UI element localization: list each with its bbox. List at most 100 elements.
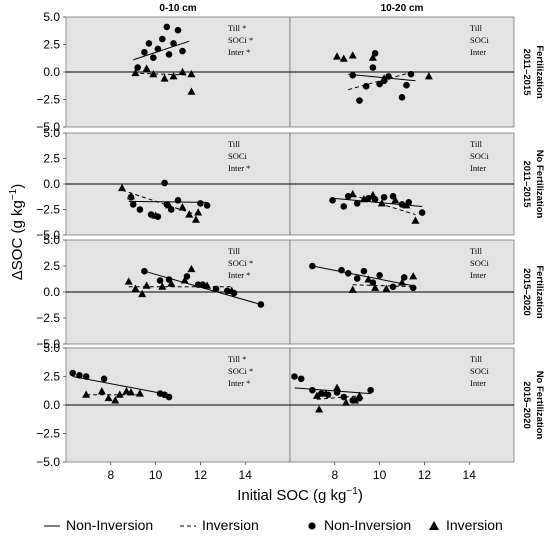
inversion-point	[187, 87, 196, 95]
significance-label: Till	[228, 246, 241, 256]
panel: Till SOCi Inter	[289, 132, 515, 236]
noninversion-point	[338, 266, 345, 274]
significance-label: SOCi	[470, 258, 490, 268]
inversion-point	[368, 53, 377, 61]
noninversion-point	[353, 200, 361, 207]
significance-label: SOCi	[470, 151, 490, 161]
significance-label: Inter *	[228, 270, 250, 280]
x-tick-label: 8	[107, 468, 114, 482]
noninversion-point	[297, 375, 305, 383]
noninversion-point	[409, 284, 417, 292]
panel: Till SOCi Inter	[289, 239, 515, 345]
y-tick-label: 5.0	[43, 233, 60, 247]
legend-label-noninversion-point: Non-Inversion	[324, 517, 411, 533]
inversion-point	[158, 282, 167, 290]
inversion-point	[180, 276, 189, 284]
inversion-fit-line	[121, 189, 197, 216]
x-axis-label-end: )	[358, 487, 363, 504]
noninversion-point	[129, 201, 137, 208]
legend-label-inversion-line: Inversion	[202, 517, 259, 533]
row-label-period: 2015–2020	[521, 381, 532, 429]
significance-label: SOCi	[470, 366, 490, 376]
noninversion-point	[344, 192, 352, 200]
y-tick-label: −2.5	[36, 93, 60, 107]
noninversion-point	[356, 97, 363, 104]
y-tick-label: 5.0	[43, 10, 60, 24]
inversion-fit-line	[316, 395, 360, 400]
noninversion-point	[407, 70, 415, 78]
significance-label: SOCi	[470, 35, 490, 45]
significance-label: SOCi *	[228, 258, 253, 268]
inversion-point	[149, 69, 158, 78]
panel: 5.0 2.5 0.0 −2.5 −5.0 Till * SOCi * Inter *	[36, 341, 291, 469]
noninversion-point	[163, 23, 171, 31]
inversion-point	[124, 277, 133, 285]
y-tick-label: −5.0	[36, 455, 60, 469]
inversion-point	[411, 216, 420, 224]
row-label-period: 2015–2020	[521, 268, 532, 316]
noninversion-point	[367, 386, 374, 394]
row-label-treatment: Fertilization	[534, 45, 545, 99]
panel: Till SOCi Inter	[289, 16, 515, 128]
legend-label-inversion-point: Inversion	[446, 517, 503, 533]
inversion-point	[104, 393, 113, 402]
noninversion-point	[398, 201, 406, 208]
panel: 5.0 2.5 0.0 −2.5 −5.0 Till SOCi * Inter *	[36, 233, 291, 351]
row-label-treatment: Fertilization	[534, 265, 545, 319]
significance-label: Inter	[470, 378, 486, 388]
inversion-point	[191, 215, 200, 223]
noninversion-point	[349, 72, 357, 79]
noninversion-point	[147, 211, 155, 218]
row-label-period: 2011–2015	[521, 160, 532, 208]
noninversion-point	[340, 393, 348, 401]
inversion-point	[409, 272, 418, 280]
noninversion-point	[165, 51, 173, 58]
legend: Non-Inversion Inversion Non-Inversion Inver…	[44, 517, 503, 533]
inversion-point	[364, 275, 373, 283]
significance-label: Till *	[228, 23, 246, 33]
noninversion-point	[134, 64, 141, 71]
y-tick-label: 2.5	[43, 152, 60, 166]
inversion-point	[169, 72, 178, 80]
noninversion-point	[385, 73, 392, 80]
inversion-point	[131, 68, 140, 77]
inversion-point	[398, 278, 406, 286]
noninversion-fit-line	[294, 387, 371, 395]
inversion-point	[187, 69, 196, 78]
inversion-point	[348, 51, 357, 59]
noninversion-point	[398, 94, 406, 101]
inversion-point	[333, 383, 342, 391]
noninversion-point	[400, 274, 408, 281]
noninversion-point	[145, 40, 153, 47]
y-tick-label: 0.0	[43, 177, 60, 191]
noninversion-point	[154, 45, 162, 53]
y-tick-label: −5.0	[36, 228, 60, 242]
noninversion-point	[161, 179, 168, 187]
y-tick-label: 5.0	[43, 126, 60, 140]
column-header: 0-10 cm	[159, 3, 196, 14]
y-tick-label: 0.0	[43, 65, 60, 79]
noninversion-point	[197, 200, 204, 207]
panel: Till SOCi Inter	[289, 347, 515, 463]
column-header: 10-20 cm	[381, 3, 424, 14]
inversion-point	[348, 189, 357, 198]
noninversion-point	[203, 202, 211, 209]
noninversion-point	[329, 197, 336, 204]
inversion-point	[342, 398, 350, 406]
noninversion-point	[159, 35, 166, 43]
legend-circle-swatch	[308, 522, 316, 530]
y-axis-label-superscript: −1	[8, 188, 19, 200]
y-tick-label: −5.0	[36, 120, 60, 134]
inversion-point	[194, 208, 203, 216]
noninversion-point	[170, 40, 177, 47]
y-tick-label: −5.0	[36, 337, 60, 351]
significance-label: Inter *	[228, 163, 250, 173]
significance-label: Inter *	[228, 47, 250, 57]
inversion-point	[118, 183, 126, 192]
noninversion-point	[141, 48, 148, 56]
inversion-point	[126, 388, 135, 396]
inversion-point	[312, 391, 321, 399]
inversion-point	[391, 196, 400, 204]
inversion-point	[160, 74, 169, 82]
